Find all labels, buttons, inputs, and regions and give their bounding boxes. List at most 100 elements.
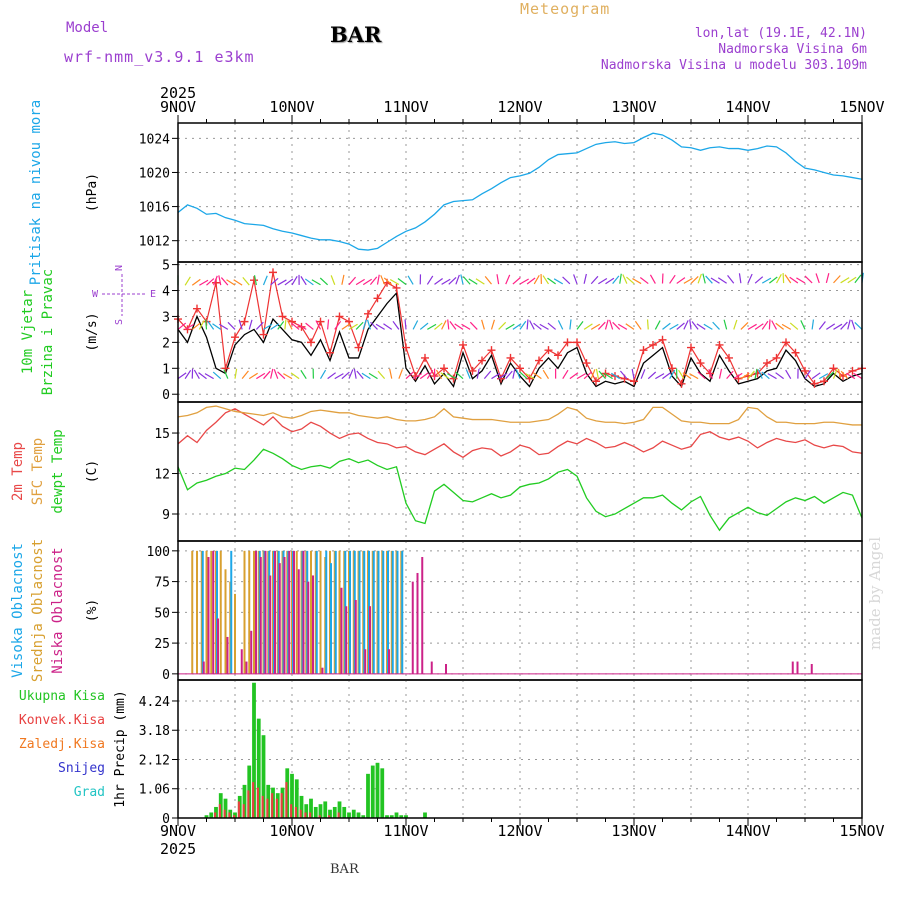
wind-arrow xyxy=(184,323,195,330)
wind-arrow xyxy=(377,370,386,380)
wind-arrow xyxy=(291,276,298,286)
wind-arrow xyxy=(498,372,508,380)
wind-arrow xyxy=(383,323,393,330)
gust-point xyxy=(421,353,429,362)
wind-arrow xyxy=(191,322,201,330)
wind-arrow xyxy=(434,322,443,330)
wind-arrow xyxy=(300,369,307,379)
wind-arrow xyxy=(270,323,280,330)
gust-point xyxy=(791,348,800,357)
gust-point xyxy=(259,330,268,339)
precip-bar-total xyxy=(389,815,394,818)
gust-point xyxy=(335,312,344,321)
wind-arrow xyxy=(747,370,755,380)
precip-bar-total xyxy=(223,798,228,818)
wind-arrow xyxy=(198,320,205,330)
wind-arrow xyxy=(319,369,327,379)
wind-arrow xyxy=(702,273,706,284)
gust-point xyxy=(459,340,467,349)
gust-point xyxy=(801,366,809,375)
precip-legend-0: Ukupna Kisa xyxy=(19,689,105,704)
wind-arrow xyxy=(605,277,615,285)
wind-arrow xyxy=(761,320,769,330)
wind-arrow xyxy=(634,320,642,330)
wind-arrow xyxy=(262,275,268,286)
wind-arrow xyxy=(576,373,586,380)
ylabel-temperature-2: dewpt Temp xyxy=(50,429,66,513)
wind-arrow xyxy=(389,278,400,286)
precip-bar-convective xyxy=(266,798,269,818)
precip-bar-total xyxy=(328,809,332,818)
wind-arrow xyxy=(375,323,385,330)
wind-arrow xyxy=(284,319,287,330)
compass-north: N xyxy=(114,265,125,271)
wind-arrow xyxy=(218,323,229,330)
gust-point xyxy=(440,364,448,373)
gust-point xyxy=(449,374,458,383)
wind-arrow xyxy=(434,278,443,285)
wind-arrow xyxy=(840,277,850,284)
gust-point xyxy=(478,356,486,365)
x-tick-bottom-9NOV: 9NOV xyxy=(160,822,196,840)
wind-arrow xyxy=(676,322,685,330)
wind-arrow xyxy=(353,368,357,379)
wind-arrow xyxy=(519,278,529,285)
wind-arrow xyxy=(590,369,596,379)
wind-arrow xyxy=(723,319,728,330)
wind-arrow xyxy=(327,372,336,380)
wind-arrow xyxy=(330,275,336,285)
wind-arrow xyxy=(775,322,784,330)
precip-bar-convective xyxy=(242,804,245,818)
wind-arrow xyxy=(705,275,713,284)
wind-arrow xyxy=(632,278,642,285)
wind-arrow xyxy=(448,277,457,285)
panel-pressure xyxy=(172,122,863,263)
wind-arrow xyxy=(826,323,836,330)
wind-arrow xyxy=(832,369,838,379)
wind-arrow xyxy=(519,371,528,380)
gust-point xyxy=(364,309,372,318)
unit-clouds: (%) xyxy=(85,599,100,622)
ylabel-pressure-0: Pritisak na nivou mora xyxy=(28,100,44,285)
wind-arrow xyxy=(690,276,699,284)
precip-bar-convective xyxy=(337,812,340,818)
wind-arrow xyxy=(177,322,187,330)
y-tick-precip-1.06: 1.06 xyxy=(139,783,170,798)
wind-arrow xyxy=(199,279,209,286)
compass-west: W xyxy=(92,289,99,300)
wind-arrow xyxy=(710,277,720,284)
x-tick-top-11NOV: 11NOV xyxy=(383,98,428,116)
gust-point xyxy=(573,338,581,347)
wind-arrow xyxy=(837,368,842,379)
wind-arrow xyxy=(757,369,763,379)
x-tick-top-14NOV: 14NOV xyxy=(725,98,770,116)
precip-bar-convective xyxy=(237,801,240,818)
wind-arrow xyxy=(287,320,293,330)
wind-arrow xyxy=(213,275,218,286)
gust-point xyxy=(516,364,524,373)
wind-arrow xyxy=(689,373,699,380)
y-tick-wind-4: 4 xyxy=(162,285,170,300)
gust-point xyxy=(250,276,258,285)
wind-arrow xyxy=(207,320,215,330)
gust-point xyxy=(307,338,315,347)
wind-arrow xyxy=(525,373,535,380)
wind-arrow xyxy=(576,321,584,330)
wind-arrow xyxy=(341,371,350,380)
wind-arrow xyxy=(356,370,364,380)
wind-arrow xyxy=(771,320,778,330)
wind-arrow xyxy=(662,372,671,380)
gust-point xyxy=(782,338,790,347)
precip-bar-total xyxy=(423,812,427,818)
wind-arrow xyxy=(383,277,393,285)
location-coordinates: lon,lat (19.1E, 42.1N) xyxy=(694,26,867,41)
wind-arrow xyxy=(368,372,378,380)
panel-wind xyxy=(102,261,866,403)
precip-bar-convective xyxy=(328,815,331,818)
wind-arrow xyxy=(311,279,321,286)
gust-point xyxy=(231,333,239,342)
series-line-2m-temp xyxy=(177,408,863,459)
y-tick-clouds-25: 25 xyxy=(154,637,170,652)
wind-arrow xyxy=(446,373,457,380)
wind-arrow xyxy=(526,319,529,330)
